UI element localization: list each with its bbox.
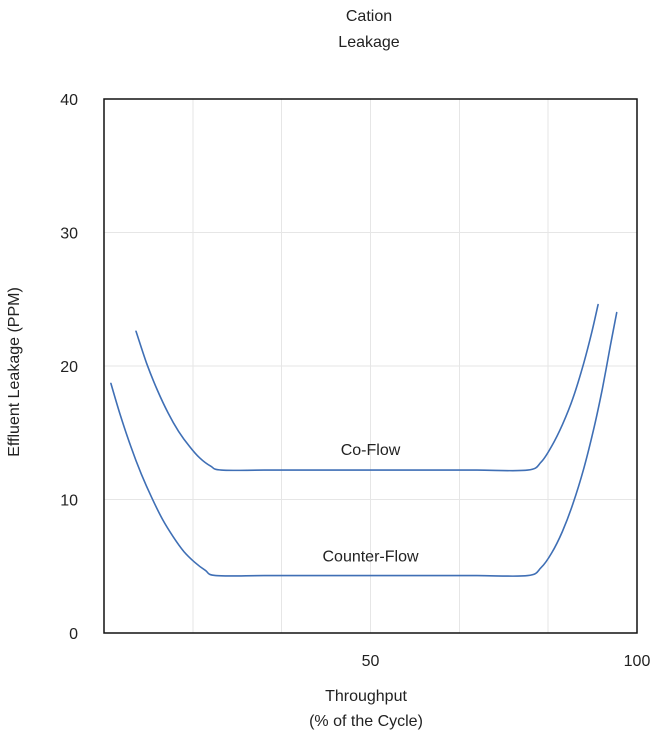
y-axis-label: Effluent Leakage (PPM) — [6, 287, 23, 457]
y-tick-label: 20 — [60, 359, 78, 376]
x-tick-label: 100 — [624, 653, 651, 670]
series-line-counter-flow — [110, 311, 618, 577]
x-axis-label: Throughput (% of the Cycle) — [309, 688, 423, 730]
x-tick-label: 50 — [362, 653, 380, 670]
x-axis-label-line-2: (% of the Cycle) — [309, 713, 423, 730]
y-tick-label: 0 — [69, 626, 78, 643]
series-labels: Co-Flow Counter-Flow — [322, 442, 418, 566]
y-axis-ticks: 0 10 20 30 40 — [60, 92, 78, 643]
series-label-counter-flow: Counter-Flow — [322, 549, 418, 566]
chart-title-line-1: Cation — [346, 8, 392, 25]
x-axis-label-line-1: Throughput — [325, 688, 407, 705]
series-label-co-flow: Co-Flow — [341, 442, 401, 459]
x-axis-ticks: 50 100 — [362, 653, 651, 670]
y-tick-label: 10 — [60, 493, 78, 510]
gridlines — [104, 99, 637, 633]
series-lines — [110, 303, 618, 577]
plot-area-frame — [103, 98, 638, 634]
series-line-co-flow — [135, 303, 599, 472]
chart-title-line-2: Leakage — [338, 34, 399, 51]
y-tick-label: 30 — [60, 226, 78, 243]
y-tick-label: 40 — [60, 92, 78, 109]
chart-title: Cation Leakage — [338, 8, 399, 51]
